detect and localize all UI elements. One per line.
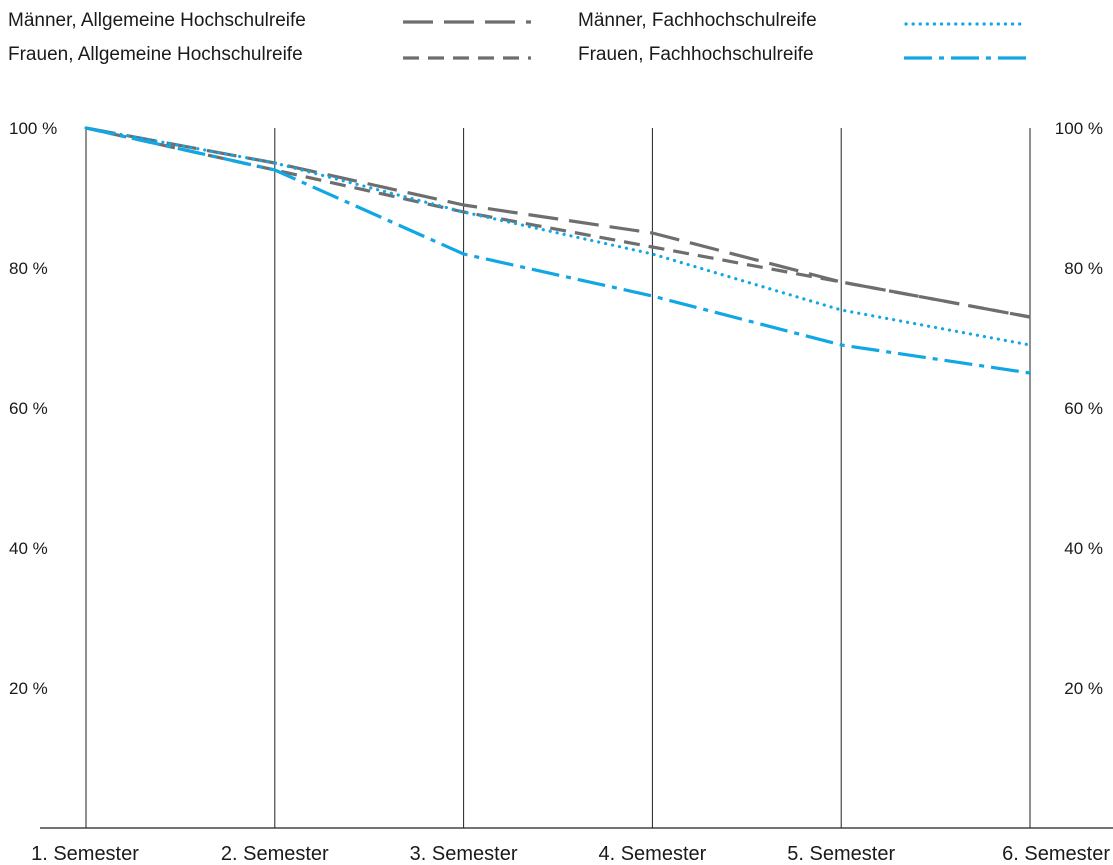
y-tick-label-right: 40 % xyxy=(1064,539,1103,558)
series-line-3 xyxy=(85,126,1031,375)
x-tick-label: 2. Semester xyxy=(221,843,329,865)
series-line-1 xyxy=(85,126,1031,319)
x-tick-label: 5. Semester xyxy=(787,843,895,865)
y-tick-label-left: 100 % xyxy=(9,119,57,138)
series-lines xyxy=(84,126,1032,375)
legend-label: Frauen, Fachhochschulreife xyxy=(578,44,814,65)
series-line-2 xyxy=(84,126,1032,347)
chart-legend: Männer, Allgemeine Hochschulreife Frauen… xyxy=(0,0,1113,80)
y-tick-label-left: 80 % xyxy=(9,259,48,278)
grid xyxy=(40,128,1113,829)
y-tick-label-left: 60 % xyxy=(9,399,48,418)
y-tick-label-right: 20 % xyxy=(1064,679,1103,698)
legend-swatch-dashdot xyxy=(904,56,1028,60)
y-tick-label-left: 40 % xyxy=(9,539,48,558)
legend-swatch-dot xyxy=(904,22,1026,26)
x-tick-label: 1. Semester xyxy=(31,843,139,865)
y-tick-label-right: 100 % xyxy=(1055,119,1103,138)
series-line-0 xyxy=(85,126,1031,319)
x-tick-label: 4. Semester xyxy=(598,843,706,865)
axis-ticks: 20 % 20 % 40 % 40 % 60 % 60 % 80 % 80 % 100 % 100… xyxy=(9,119,1110,865)
y-tick-label-right: 80 % xyxy=(1064,259,1103,278)
y-tick-label-right: 60 % xyxy=(1064,399,1103,418)
legend-label: Männer, Fachhochschulreife xyxy=(578,10,817,31)
y-tick-label-left: 20 % xyxy=(9,679,48,698)
x-tick-label: 6. Semester xyxy=(1002,843,1110,865)
legend-swatch-dash xyxy=(403,56,531,60)
legend-label: Männer, Allgemeine Hochschulreife xyxy=(8,10,306,31)
x-tick-label: 3. Semester xyxy=(410,843,518,865)
legend-label: Frauen, Allgemeine Hochschulreife xyxy=(8,44,303,65)
legend-swatch-longdash xyxy=(403,20,531,24)
